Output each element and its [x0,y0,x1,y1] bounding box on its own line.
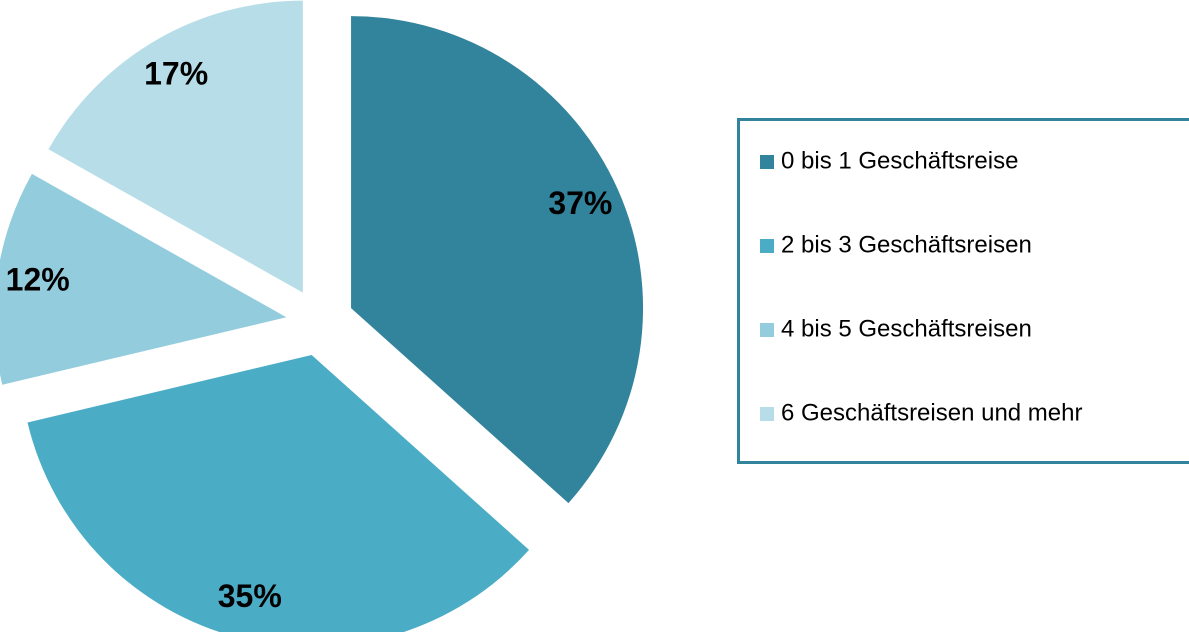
legend-label: 4 bis 5 Geschäftsreisen [781,315,1032,342]
legend-swatch [760,407,774,421]
data-label: 37% [548,185,612,221]
legend-label: 6 Geschäftsreisen und mehr [781,399,1083,426]
data-label: 12% [6,262,70,298]
legend-label: 0 bis 1 Geschäftsreise [781,147,1018,174]
legend-swatch [760,323,774,337]
data-label: 35% [218,578,282,614]
legend-swatch [760,155,774,169]
legend-box [737,118,1189,464]
pie-slice [0,173,287,385]
pie-slice [48,0,303,293]
pie-slice [351,16,644,504]
legend-label: 2 bis 3 Geschäftsreisen [781,231,1032,258]
legend-swatch [760,239,774,253]
pie-slice [27,354,530,632]
data-label: 17% [144,55,208,91]
